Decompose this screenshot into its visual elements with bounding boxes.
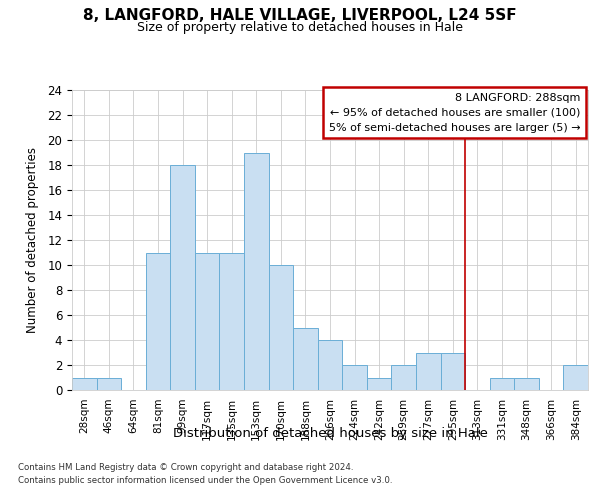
Text: 8, LANGFORD, HALE VILLAGE, LIVERPOOL, L24 5SF: 8, LANGFORD, HALE VILLAGE, LIVERPOOL, L2… — [83, 8, 517, 22]
Bar — [391, 365, 416, 390]
Bar — [367, 378, 391, 390]
Bar — [490, 378, 514, 390]
Text: Contains HM Land Registry data © Crown copyright and database right 2024.: Contains HM Land Registry data © Crown c… — [18, 464, 353, 472]
Text: Distribution of detached houses by size in Hale: Distribution of detached houses by size … — [173, 428, 487, 440]
Bar — [97, 378, 121, 390]
Bar — [440, 352, 465, 390]
Bar — [318, 340, 342, 390]
Bar — [72, 378, 97, 390]
Bar — [416, 352, 440, 390]
Bar — [195, 252, 220, 390]
Text: Size of property relative to detached houses in Hale: Size of property relative to detached ho… — [137, 21, 463, 34]
Text: Contains public sector information licensed under the Open Government Licence v3: Contains public sector information licen… — [18, 476, 392, 485]
Bar — [244, 152, 269, 390]
Bar — [293, 328, 318, 390]
Bar — [342, 365, 367, 390]
Text: 8 LANGFORD: 288sqm
← 95% of detached houses are smaller (100)
5% of semi-detache: 8 LANGFORD: 288sqm ← 95% of detached hou… — [329, 93, 580, 132]
Bar — [220, 252, 244, 390]
Y-axis label: Number of detached properties: Number of detached properties — [26, 147, 39, 333]
Bar — [170, 165, 195, 390]
Bar — [514, 378, 539, 390]
Bar — [269, 265, 293, 390]
Bar — [146, 252, 170, 390]
Bar — [563, 365, 588, 390]
